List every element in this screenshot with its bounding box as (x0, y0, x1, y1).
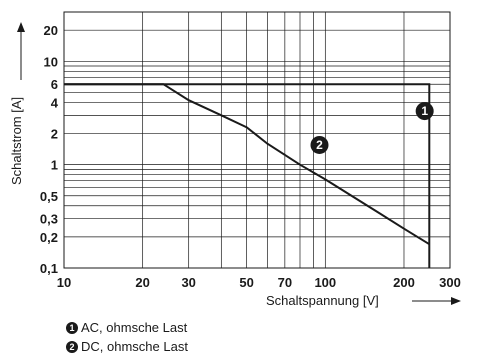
x-tick-label: 50 (239, 275, 253, 290)
y-tick-label: 0,5 (40, 189, 58, 204)
x-axis-label: Schaltspannung [V] (266, 293, 379, 308)
x-tick-label: 100 (314, 275, 336, 290)
legend-marker-1: 1 (66, 321, 78, 334)
series-marker-label-1: 1 (421, 104, 428, 118)
y-tick-label: 0,1 (40, 261, 58, 276)
y-tick-label: 1 (51, 158, 58, 173)
x-axis-arrow-head (451, 297, 461, 305)
y-axis-arrow-head (17, 22, 25, 32)
y-axis-label: Schaltstrom [A] (9, 97, 24, 185)
legend-item-1: 1 AC, ohmsche Last (66, 320, 187, 335)
x-tick-label: 300 (439, 275, 461, 290)
y-tick-label: 0,2 (40, 230, 58, 245)
legend-label-2: DC, ohmsche Last (81, 339, 188, 354)
plot-frame (63, 11, 451, 269)
y-tick-label: 20 (44, 23, 58, 38)
grid (64, 12, 450, 268)
series-marker-1 (415, 102, 434, 121)
legend-label-1: AC, ohmsche Last (81, 320, 188, 335)
series-line-1 (64, 83, 431, 268)
series (64, 83, 431, 268)
x-tick-label: 10 (57, 275, 71, 290)
series-line-2 (64, 83, 430, 246)
x-tick-label: 20 (135, 275, 149, 290)
x-tick-label: 30 (181, 275, 195, 290)
x-tick-label: 70 (278, 275, 292, 290)
y-tick-label: 0,3 (40, 212, 58, 227)
y-axis-title-group: Schaltstrom [A] (9, 22, 25, 185)
series-marker-2 (310, 135, 329, 154)
legend-item-2: 2 DC, ohmsche Last (66, 339, 188, 354)
y-tick-label: 10 (44, 54, 58, 69)
series-marker-label-2: 2 (316, 138, 323, 152)
y-tick-label: 4 (51, 95, 59, 110)
x-axis-title-group: Schaltspannung [V] (266, 293, 461, 308)
legend-marker-2: 2 (66, 340, 78, 353)
y-tick-label: 6 (51, 77, 58, 92)
series-markers: 12 (310, 102, 434, 154)
x-tick-label: 200 (393, 275, 415, 290)
y-tick-label: 2 (51, 127, 58, 142)
